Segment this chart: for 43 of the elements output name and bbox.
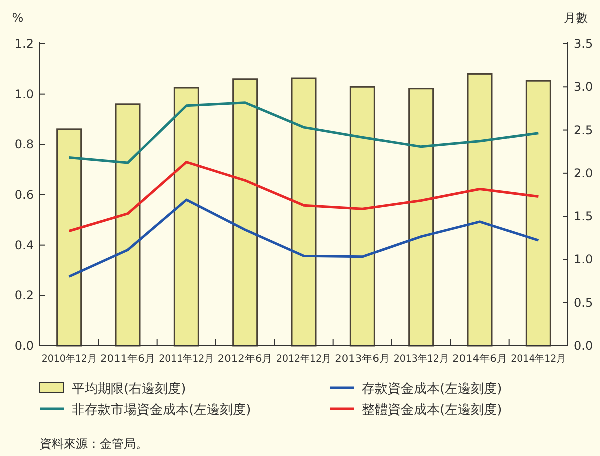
- y-tick-label: 0.6: [14, 188, 34, 202]
- bar: [526, 80, 552, 347]
- line-series: [68, 161, 540, 232]
- y-tick-label: 1.2: [14, 37, 34, 51]
- y-tick-label: 0.8: [14, 138, 34, 152]
- y2-tick-label: 2.5: [574, 123, 594, 138]
- y2-tick-label: 0.5: [574, 296, 594, 310]
- y-axis-title: %: [12, 11, 24, 25]
- x-tick-label: 2014年12月: [511, 353, 570, 365]
- y2-tick-label: 1.0: [574, 252, 594, 267]
- y2-tick-label: 0.0: [574, 339, 594, 353]
- y2-tick-label: 3.0: [574, 80, 594, 94]
- x-tick-label: 2014年6月: [452, 353, 508, 365]
- y2-tick-label: 1.5: [574, 210, 594, 224]
- legend-label: 平均期限(右邊刻度): [72, 381, 186, 397]
- bar: [408, 88, 434, 347]
- y-tick-label: 1.0: [14, 87, 34, 102]
- y2-axis-title: 月數: [564, 11, 588, 25]
- y-tick-label: 0.2: [14, 288, 34, 303]
- y-tick-label: 0.4: [14, 238, 34, 252]
- bar: [350, 86, 376, 347]
- legend-label: 整體資金成本(左邊刻度): [362, 402, 502, 418]
- bar: [291, 78, 317, 347]
- x-tick-label: 2012年6月: [218, 353, 273, 365]
- x-tick-label: 2010年12月: [42, 353, 100, 365]
- line-series: [68, 198, 540, 278]
- x-tick-label: 2012年12月: [276, 353, 335, 365]
- y2-tick-label: 2.0: [574, 166, 594, 180]
- y2-tick-label: 3.5: [574, 37, 594, 51]
- legend-label: 非存款市場資金成本(左邊刻度): [72, 402, 252, 418]
- bar: [232, 78, 258, 347]
- bar: [467, 73, 493, 347]
- line-series: [68, 102, 540, 164]
- bar: [115, 104, 141, 347]
- x-tick-label: 2013年6月: [335, 353, 390, 365]
- x-tick-label: 2011年12月: [159, 353, 218, 365]
- bar: [174, 87, 200, 347]
- y-tick-label: 0.0: [14, 339, 34, 353]
- x-tick-label: 2011年6月: [100, 353, 156, 365]
- bar: [56, 128, 82, 347]
- legend-label: 存款資金成本(左邊刻度): [362, 381, 502, 397]
- source-note: 資料來源：金管局。: [40, 437, 148, 451]
- x-tick-label: 2013年12月: [394, 353, 452, 365]
